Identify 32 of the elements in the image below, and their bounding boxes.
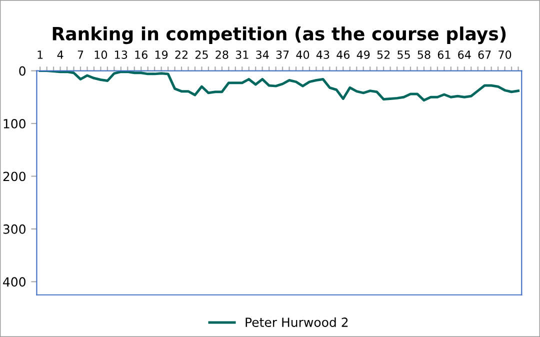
y-tick-label: 300 [3, 224, 26, 234]
x-tick-label: 52 [377, 50, 390, 59]
x-tick-label: 58 [418, 50, 430, 59]
x-tick-label: 34 [256, 50, 269, 59]
x-tick-label: 1 [38, 50, 43, 59]
x-tick-label: 61 [438, 50, 450, 59]
x-tick-label: 67 [478, 50, 491, 59]
x-tick-label: 64 [458, 50, 471, 59]
x-tick-label: 31 [236, 50, 248, 59]
x-tick-label: 7 [78, 50, 84, 59]
x-tick-label: 19 [155, 50, 168, 59]
x-tick-label: 70 [498, 50, 512, 59]
x-tick-label: 55 [398, 50, 410, 59]
x-tick-label: 28 [216, 50, 228, 59]
line-series [38, 70, 520, 102]
x-tick-label: 46 [336, 50, 350, 59]
y-tick-label: 100 [4, 118, 26, 128]
x-tick-label: 43 [316, 50, 330, 59]
y-tick-label: 200 [3, 172, 26, 182]
x-tick-label: 13 [115, 50, 128, 59]
chart-title: Ranking in competition (as the course plays) [52, 26, 506, 44]
x-tick-label: 4 [57, 50, 64, 59]
x-tick-label: 40 [296, 50, 310, 59]
x-tick-label: 10 [94, 50, 108, 59]
x-tick-label: 25 [195, 50, 208, 59]
x-tick-label: 16 [135, 50, 148, 59]
x-tick-label: 49 [356, 50, 370, 59]
legend-label: Peter Hurwood 2 [246, 317, 348, 328]
y-tick-label: 400 [3, 277, 26, 287]
y-tick-label: 0 [19, 66, 26, 76]
x-tick-label: 22 [175, 50, 188, 59]
x-tick-label: 37 [276, 50, 289, 59]
